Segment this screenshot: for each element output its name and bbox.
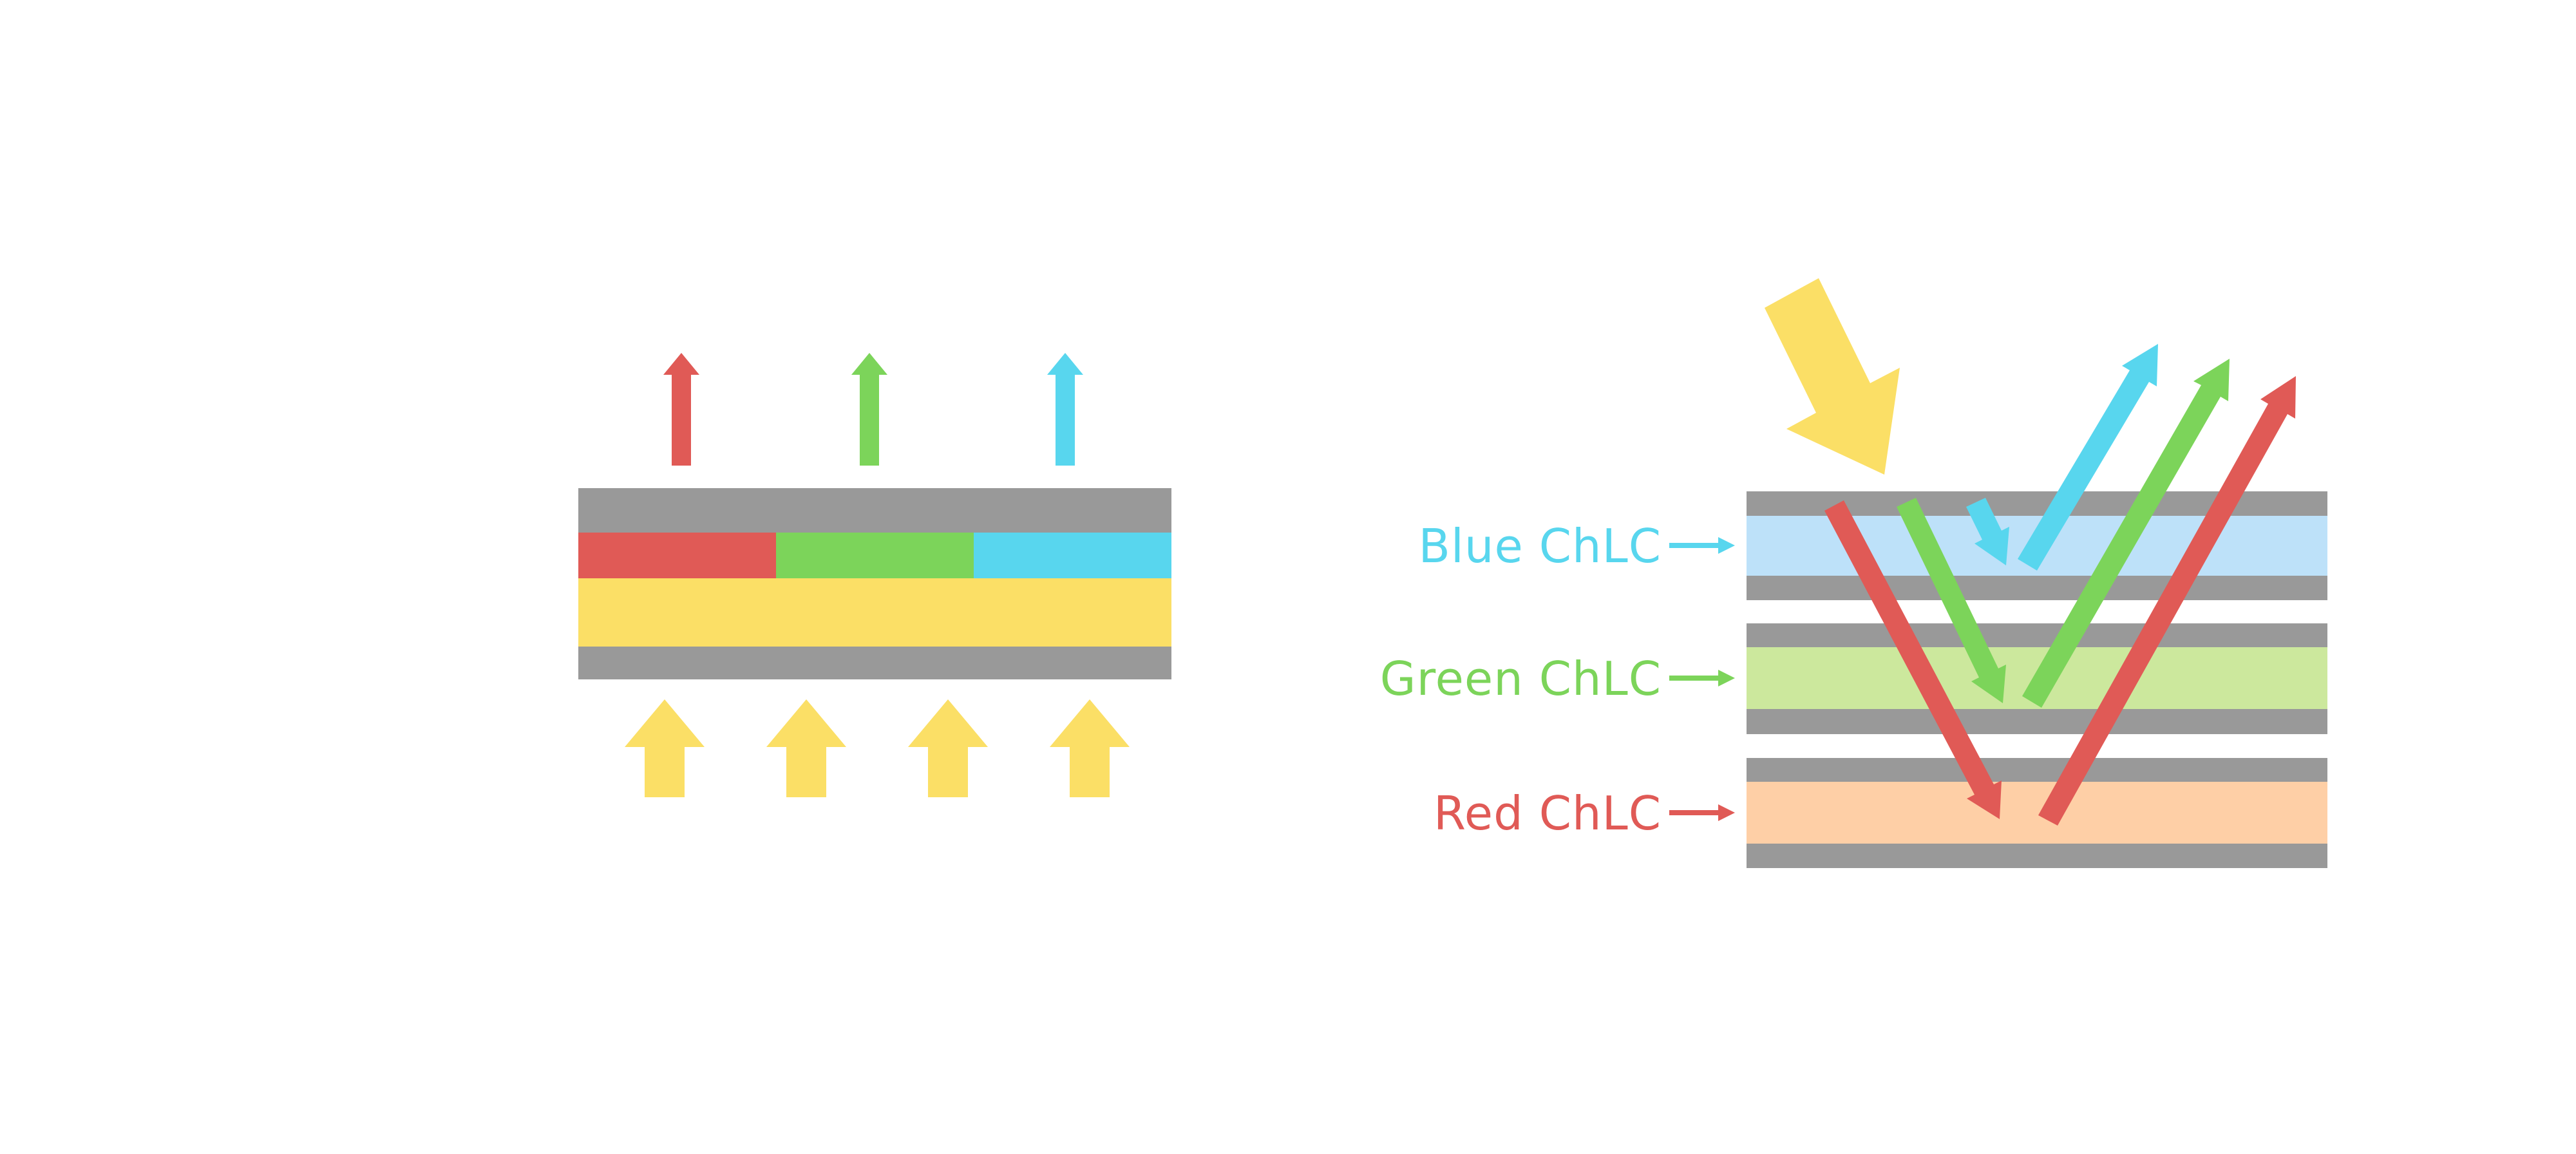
green-chlc-label: Green ChLC bbox=[1380, 652, 1662, 706]
blue-cell-bottom-substrate bbox=[1747, 576, 2327, 600]
red-chlc-layer bbox=[1747, 782, 2327, 844]
left-red-pixel-segment bbox=[578, 533, 776, 578]
blue-label-pointer-arrow bbox=[1669, 537, 1735, 554]
green-down-ray-arrow bbox=[1897, 498, 2006, 703]
incident-light-arrow bbox=[1765, 278, 1900, 475]
red-cell-top-substrate bbox=[1747, 758, 2327, 782]
backlight-arrow-3 bbox=[908, 699, 988, 797]
cyan-reflected-arrow bbox=[2018, 344, 2158, 571]
green-cell-top-substrate bbox=[1747, 623, 2327, 647]
blue-chlc-label: Blue ChLC bbox=[1418, 519, 1662, 573]
left-cyan-pixel-segment bbox=[974, 533, 1171, 578]
red-output-arrow bbox=[663, 353, 699, 466]
cyan-down-ray-arrow bbox=[1966, 498, 2009, 565]
left-yellow-layer bbox=[578, 578, 1171, 647]
right-diagram: Blue ChLC Green ChLC Red ChLC bbox=[1380, 278, 2327, 868]
cyan-output-arrow bbox=[1047, 353, 1083, 466]
backlight-arrow-1 bbox=[625, 699, 705, 797]
backlight-arrow-2 bbox=[766, 699, 846, 797]
red-cell-bottom-substrate bbox=[1747, 844, 2327, 868]
green-label-pointer-arrow bbox=[1669, 670, 1735, 686]
green-reflected-arrow bbox=[2022, 359, 2230, 708]
left-bottom-substrate bbox=[578, 647, 1171, 679]
left-top-substrate bbox=[578, 488, 1171, 533]
red-down-ray-arrow bbox=[1824, 500, 2002, 819]
red-reflected-arrow bbox=[2038, 376, 2296, 826]
backlight-arrow-4 bbox=[1050, 699, 1130, 797]
left-green-pixel-segment bbox=[776, 533, 974, 578]
red-label-pointer-arrow bbox=[1669, 804, 1735, 821]
green-output-arrow bbox=[851, 353, 887, 466]
left-diagram bbox=[578, 353, 1171, 797]
green-cell-bottom-substrate bbox=[1747, 709, 2327, 734]
red-chlc-label: Red ChLC bbox=[1434, 786, 1662, 840]
